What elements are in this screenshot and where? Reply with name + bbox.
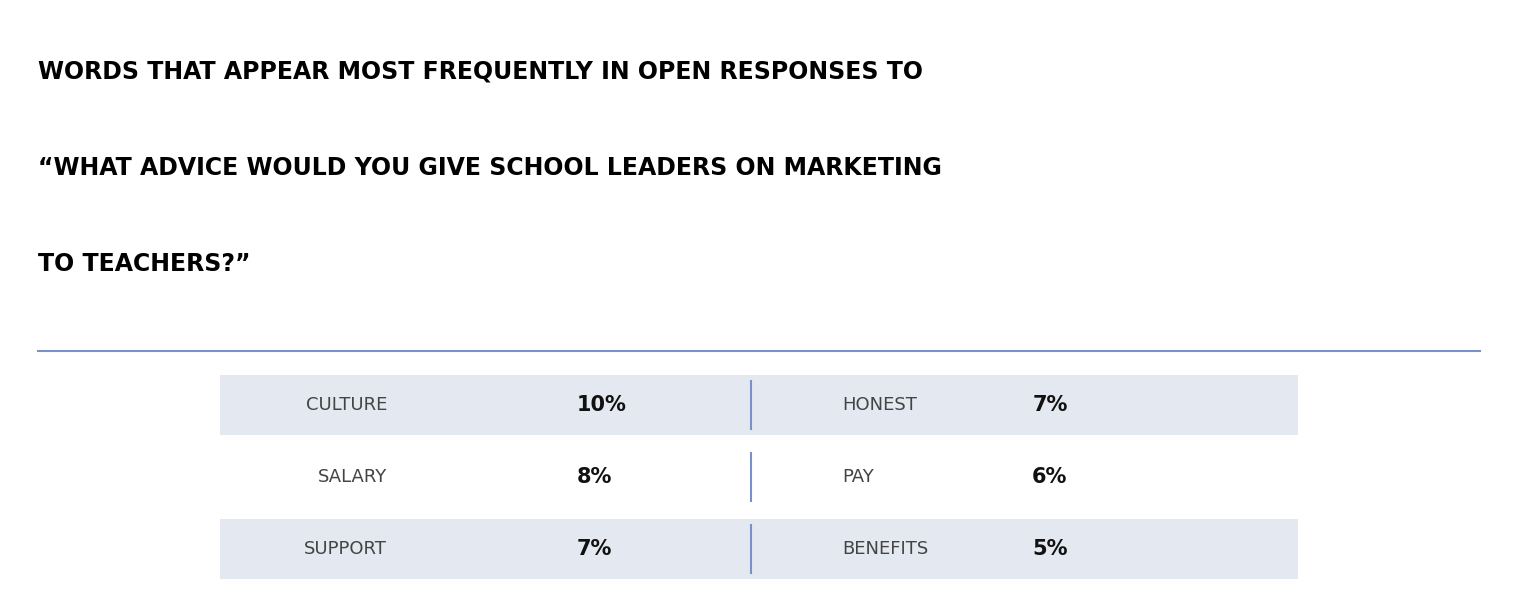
Text: 5%: 5% [1032,539,1067,559]
Text: SALARY: SALARY [317,468,387,486]
Text: HONEST: HONEST [842,396,917,414]
Text: BENEFITS: BENEFITS [842,540,929,558]
Text: 6%: 6% [1032,467,1067,487]
Text: TO TEACHERS?”: TO TEACHERS?” [38,252,250,276]
Text: SUPPORT: SUPPORT [304,540,387,558]
Text: 7%: 7% [577,539,612,559]
Text: CULTURE: CULTURE [305,396,387,414]
Text: WORDS THAT APPEAR MOST FREQUENTLY IN OPEN RESPONSES TO: WORDS THAT APPEAR MOST FREQUENTLY IN OPE… [38,60,923,84]
Text: PAY: PAY [842,468,874,486]
Text: 7%: 7% [1032,395,1067,415]
Text: “WHAT ADVICE WOULD YOU GIVE SCHOOL LEADERS ON MARKETING: “WHAT ADVICE WOULD YOU GIVE SCHOOL LEADE… [38,156,941,180]
Text: 8%: 8% [577,467,612,487]
Text: 10%: 10% [577,395,627,415]
